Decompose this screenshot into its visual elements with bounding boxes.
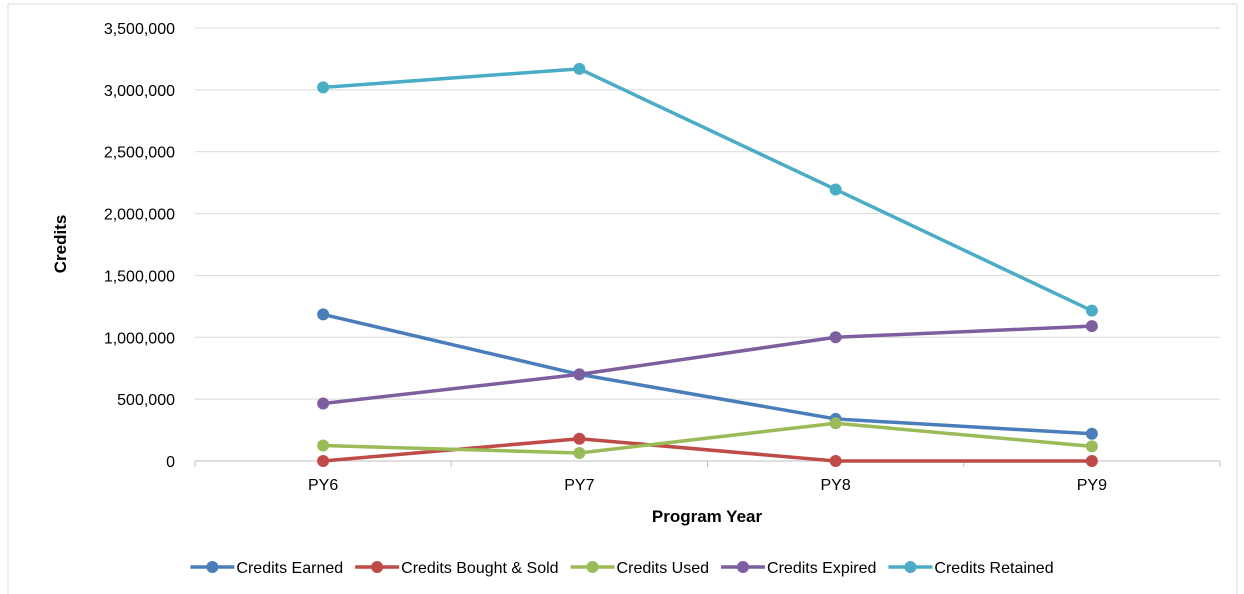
legend-label: Credits Used — [617, 560, 709, 577]
axes: 0 500,000 1,000,000 1,500,000 2,000,000 2,500… — [104, 21, 1221, 494]
data-point-credits-earned — [317, 308, 330, 321]
gridlines — [195, 27, 1220, 400]
legend-label: Credits Bought & Sold — [401, 560, 558, 577]
x-tick-label: PY8 — [821, 477, 851, 494]
legend-label: Credits Retained — [934, 560, 1053, 577]
series-line-credits-used — [323, 421, 1093, 455]
data-point-credits-expired — [317, 397, 330, 410]
legend-item: Credits Used — [570, 560, 709, 577]
legend-item: Credits Retained — [888, 560, 1054, 577]
data-point-credits-used — [573, 446, 586, 459]
legend-marker-swatch — [371, 561, 384, 573]
data-point-credits-bought-sold — [1085, 455, 1098, 467]
y-axis-title: Credits — [51, 215, 70, 274]
data-point-credits-earned — [1085, 427, 1098, 440]
data-point-credits-expired — [1085, 320, 1098, 333]
data-point-credits-bought-sold — [829, 455, 842, 467]
y-tick-label: 1,000,000 — [104, 330, 175, 347]
data-point-credits-bought-sold — [317, 455, 330, 467]
y-tick-label: 2,500,000 — [104, 145, 175, 162]
y-tick-label: 2,000,000 — [104, 207, 175, 224]
data-point-credits-expired — [829, 331, 842, 344]
legend-marker-swatch — [206, 561, 219, 573]
legend: Credits Earned Credits Bought & Sold Credi… — [190, 560, 1054, 577]
x-tick-label: PY9 — [1077, 477, 1107, 494]
legend-label: Credits Earned — [236, 560, 343, 577]
legend-marker-swatch — [586, 561, 599, 573]
y-tick-label: 3,000,000 — [104, 83, 175, 100]
data-point-credits-retained — [1085, 304, 1098, 317]
data-point-credits-bought-sold — [573, 432, 586, 445]
y-tick-label: 500,000 — [117, 392, 175, 409]
legend-marker-swatch — [737, 561, 750, 573]
legend-item: Credits Bought & Sold — [355, 560, 559, 577]
legend-item: Credits Expired — [721, 560, 876, 577]
data-point-credits-used — [829, 417, 842, 430]
y-tick-label: 3,500,000 — [104, 21, 175, 38]
y-tick-label: 1,500,000 — [104, 268, 175, 285]
legend-marker-swatch — [904, 561, 917, 573]
series-line-credits-expired — [322, 324, 1092, 406]
data-point-credits-retained — [573, 62, 586, 75]
x-axis-title: Program Year — [652, 507, 763, 526]
y-tick-label: 0 — [166, 454, 175, 471]
data-point-credits-retained — [829, 183, 842, 196]
data-point-credits-used — [317, 439, 330, 452]
series-line-credits-retained — [322, 67, 1093, 313]
x-tick-label: PY7 — [564, 477, 594, 494]
x-tick-label: PY6 — [308, 477, 338, 494]
legend-item: Credits Earned — [190, 560, 343, 577]
data-point-credits-expired — [573, 368, 586, 381]
data-point-credits-retained — [317, 81, 330, 94]
series-line-credits-earned — [322, 312, 1092, 436]
legend-label: Credits Expired — [767, 560, 876, 577]
data-point-credits-used — [1085, 440, 1098, 453]
series-lines — [317, 62, 1098, 467]
